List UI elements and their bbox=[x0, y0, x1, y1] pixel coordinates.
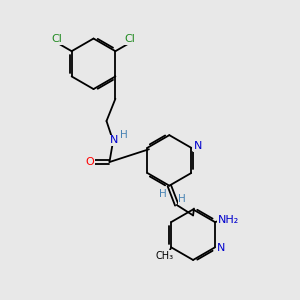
Text: H: H bbox=[178, 194, 186, 204]
Text: H: H bbox=[120, 130, 127, 140]
Text: NH₂: NH₂ bbox=[218, 215, 239, 225]
Text: N: N bbox=[194, 141, 202, 151]
Text: CH₃: CH₃ bbox=[156, 251, 174, 261]
Text: O: O bbox=[85, 157, 94, 167]
Text: N: N bbox=[217, 243, 226, 253]
Text: Cl: Cl bbox=[124, 34, 135, 44]
Text: N: N bbox=[110, 135, 118, 145]
Text: H: H bbox=[159, 188, 167, 199]
Text: Cl: Cl bbox=[52, 34, 63, 44]
